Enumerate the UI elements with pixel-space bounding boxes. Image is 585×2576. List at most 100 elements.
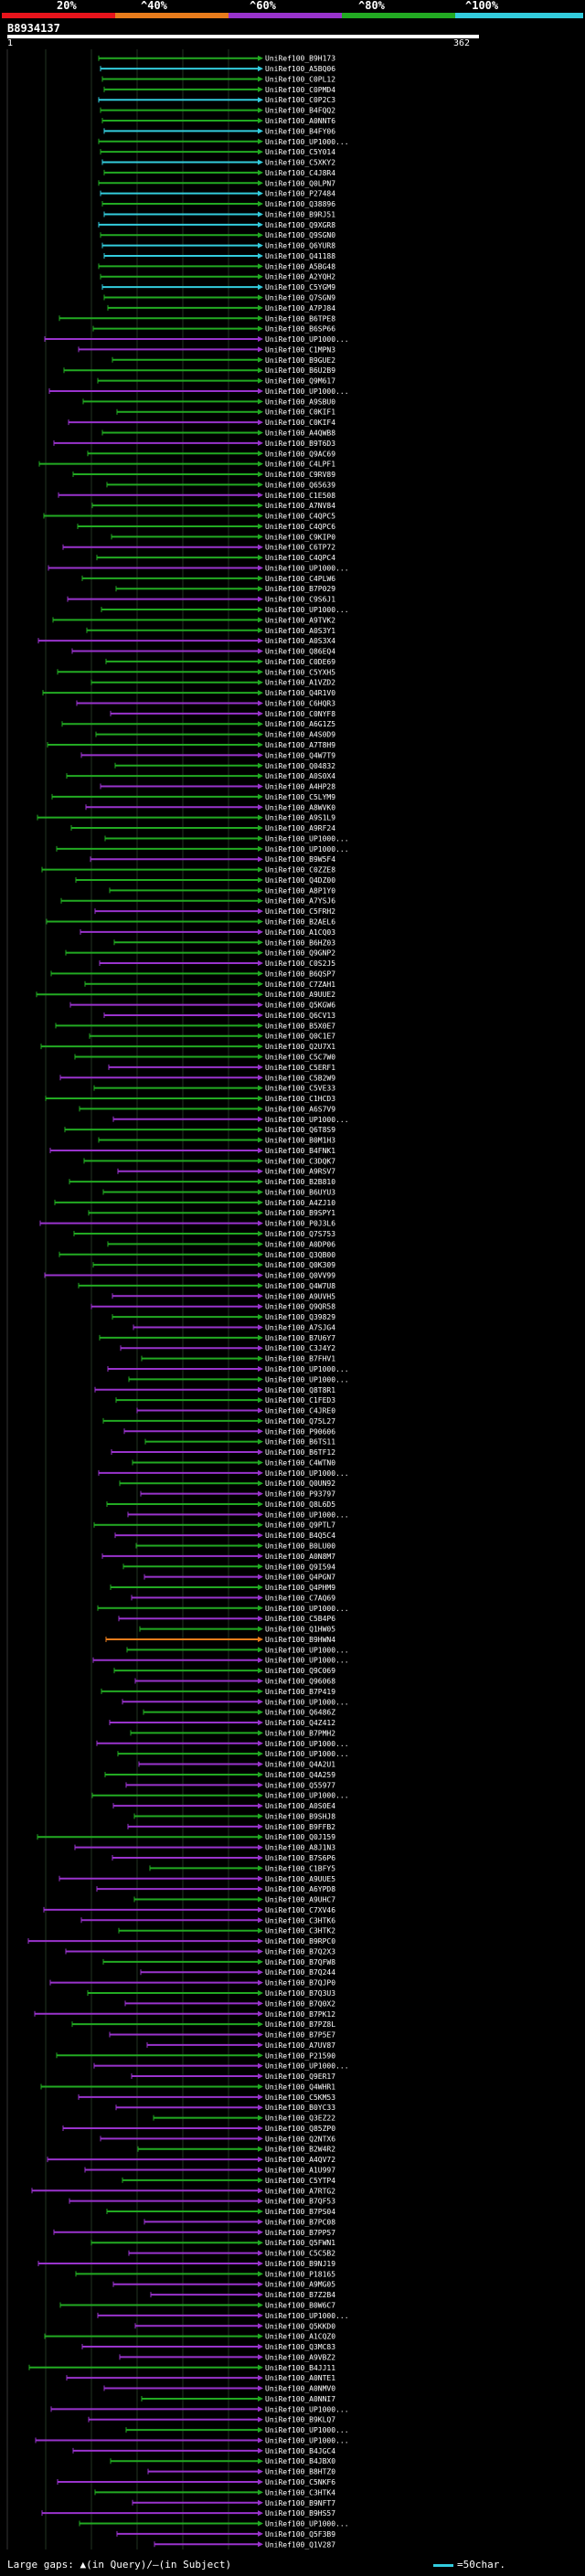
hit-label[interactable]: UniRef100_B0YC33	[265, 2104, 335, 2112]
hit-label[interactable]: UniRef100_C6TP72	[265, 544, 335, 552]
hit-label[interactable]: UniRef100_UP1000...	[265, 1698, 349, 1706]
hit-label[interactable]: UniRef100_P21590	[265, 2051, 335, 2060]
hit-label[interactable]: UniRef100_Q0UN92	[265, 1479, 335, 1488]
hit-label[interactable]: UniRef100_Q38896	[265, 200, 335, 208]
hit-label[interactable]: UniRef100_C0ZZE8	[265, 866, 335, 875]
hit-label[interactable]: UniRef100_C5YGM9	[265, 283, 335, 292]
hit-label[interactable]: UniRef100_C1FED3	[265, 1396, 335, 1405]
hit-label[interactable]: UniRef100_B9RJ51	[265, 210, 335, 218]
hit-label[interactable]: UniRef100_Q0K309	[265, 1261, 335, 1269]
hit-label[interactable]: UniRef100_C3HTK2	[265, 1927, 335, 1935]
hit-label[interactable]: UniRef100_B7PP57	[265, 2229, 335, 2237]
hit-label[interactable]: UniRef100_C0P2C3	[265, 96, 335, 104]
hit-label[interactable]: UniRef100_UP1000...	[265, 834, 349, 843]
hit-label[interactable]: UniRef100_C5LYM9	[265, 793, 335, 801]
hit-label[interactable]: UniRef100_A9RF24	[265, 824, 335, 832]
hit-label[interactable]: UniRef100_A9UUE5	[265, 1875, 335, 1883]
hit-label[interactable]: UniRef100_Q8T8R1	[265, 1386, 335, 1394]
hit-label[interactable]: UniRef100_C5C7W0	[265, 1053, 335, 1061]
hit-label[interactable]: UniRef100_UP1000...	[265, 1511, 349, 1519]
hit-label[interactable]: UniRef100_B4FNK1	[265, 1147, 335, 1155]
hit-label[interactable]: UniRef100_Q4Z412	[265, 1719, 335, 1727]
hit-label[interactable]: UniRef100_UP1000...	[265, 1657, 349, 1665]
hit-label[interactable]: UniRef100_Q41188	[265, 252, 335, 260]
hit-label[interactable]: UniRef100_B7P5E7	[265, 2031, 335, 2040]
hit-label[interactable]: UniRef100_A7SJG4	[265, 1323, 335, 1331]
hit-label[interactable]: UniRef100_UP1000...	[265, 1365, 349, 1373]
hit-label[interactable]: UniRef100_Q9M617	[265, 377, 335, 386]
hit-label[interactable]: UniRef100_UP1000...	[265, 606, 349, 614]
hit-label[interactable]: UniRef100_B6U2B9	[265, 366, 335, 375]
hit-label[interactable]: UniRef100_A0NTE1	[265, 2374, 335, 2382]
hit-label[interactable]: UniRef100_Q6CV13	[265, 1012, 335, 1020]
hit-label[interactable]: UniRef100_A1U997	[265, 2167, 335, 2175]
hit-label[interactable]: UniRef100_B7P029	[265, 585, 335, 593]
hit-label[interactable]: UniRef100_C3HTK4	[265, 2488, 335, 2496]
hit-label[interactable]: UniRef100_A9S1L9	[265, 814, 335, 822]
hit-label[interactable]: UniRef100_B6HZ03	[265, 938, 335, 947]
hit-label[interactable]: UniRef100_C9S6J1	[265, 596, 335, 604]
hit-label[interactable]: UniRef100_B0LU00	[265, 1542, 335, 1551]
hit-label[interactable]: UniRef100_Q9XGR8	[265, 221, 335, 229]
hit-label[interactable]: UniRef100_A5BQ06	[265, 65, 335, 73]
hit-label[interactable]: UniRef100_Q7S753	[265, 1230, 335, 1238]
hit-label[interactable]: UniRef100_Q55977	[265, 1781, 335, 1789]
hit-label[interactable]: UniRef100_B7QFW8	[265, 1958, 335, 1966]
hit-label[interactable]: UniRef100_C6HQR3	[265, 699, 335, 707]
hit-label[interactable]: UniRef100_A6S7V9	[265, 1105, 335, 1113]
hit-label[interactable]: UniRef100_C0KIF1	[265, 408, 335, 417]
hit-label[interactable]: UniRef100_A0S0E4	[265, 1802, 335, 1810]
hit-label[interactable]: UniRef100_B4JBX0	[265, 2457, 335, 2465]
hit-label[interactable]: UniRef100_C5YXH5	[265, 668, 335, 676]
hit-label[interactable]: UniRef100_UP1000...	[265, 845, 349, 853]
hit-label[interactable]: UniRef100_Q8L6D5	[265, 1500, 335, 1509]
hit-label[interactable]: UniRef100_Q7SGN9	[265, 294, 335, 302]
hit-label[interactable]: UniRef100_B7Q244	[265, 1968, 335, 1977]
hit-label[interactable]: UniRef100_P27484	[265, 190, 335, 198]
hit-label[interactable]: UniRef100_C3HTK6	[265, 1916, 335, 1924]
hit-label[interactable]: UniRef100_B0M1H3	[265, 1137, 335, 1145]
hit-label[interactable]: UniRef100_B7PC08	[265, 2218, 335, 2226]
hit-label[interactable]: UniRef100_B7PMH2	[265, 1729, 335, 1737]
hit-label[interactable]: UniRef100_Q4WHR1	[265, 2083, 335, 2091]
hit-label[interactable]: UniRef100_A9TVK2	[265, 616, 335, 624]
hit-label[interactable]: UniRef100_UP1000...	[265, 1750, 349, 1758]
hit-label[interactable]: UniRef100_P0J3L6	[265, 1220, 335, 1228]
hit-label[interactable]: UniRef100_B6TF12	[265, 1448, 335, 1457]
hit-label[interactable]: UniRef100_C0PMD4	[265, 86, 335, 94]
hit-label[interactable]: UniRef100_C4WTN0	[265, 1458, 335, 1467]
hit-label[interactable]: UniRef100_Q5KKD0	[265, 2322, 335, 2330]
hit-label[interactable]: UniRef100_A0S3Y1	[265, 627, 335, 635]
hit-label[interactable]: UniRef100_A9UHC7	[265, 1896, 335, 1904]
hit-label[interactable]: UniRef100_C5ERF1	[265, 1064, 335, 1072]
hit-label[interactable]: UniRef100_B9GUE2	[265, 356, 335, 365]
hit-label[interactable]: UniRef100_C1MPN3	[265, 345, 335, 354]
hit-label[interactable]: UniRef100_C5KM53	[265, 2094, 335, 2102]
hit-label[interactable]: UniRef100_UP1000...	[265, 387, 349, 396]
hit-label[interactable]: UniRef100_C7ZAH1	[265, 981, 335, 989]
hit-label[interactable]: UniRef100_B7S6P6	[265, 1854, 335, 1862]
hit-label[interactable]: UniRef100_B7QJP0	[265, 1979, 335, 1988]
hit-label[interactable]: UniRef100_UP1000...	[265, 138, 349, 146]
hit-label[interactable]: UniRef100_Q1HW05	[265, 1626, 335, 1634]
hit-label[interactable]: UniRef100_Q04832	[265, 762, 335, 770]
hit-label[interactable]: UniRef100_C4QPC5	[265, 513, 335, 521]
hit-label[interactable]: UniRef100_A0S3X4	[265, 637, 335, 645]
hit-label[interactable]: UniRef100_B4JGC4	[265, 2447, 335, 2455]
hit-label[interactable]: UniRef100_A0NNI7	[265, 2395, 335, 2403]
hit-label[interactable]: UniRef100_A7PJ84	[265, 304, 335, 313]
hit-label[interactable]: UniRef100_A0N8M7	[265, 1553, 335, 1561]
hit-label[interactable]: UniRef100_C4J8R4	[265, 169, 335, 177]
hit-label[interactable]: UniRef100_B4Q5C4	[265, 1532, 335, 1540]
hit-label[interactable]: UniRef100_A0NNT6	[265, 117, 335, 125]
hit-label[interactable]: UniRef100_A7NV84	[265, 502, 335, 510]
hit-label[interactable]: UniRef100_B0W6C7	[265, 2301, 335, 2309]
hit-label[interactable]: UniRef100_A7UV87	[265, 2041, 335, 2050]
hit-label[interactable]: UniRef100_C3DQK7	[265, 1157, 335, 1165]
hit-label[interactable]: UniRef100_C0DE69	[265, 658, 335, 666]
hit-label[interactable]: UniRef100_UP1000...	[265, 1605, 349, 1613]
hit-label[interactable]: UniRef100_B9SPY1	[265, 1209, 335, 1217]
hit-label[interactable]: UniRef100_A9UVH5	[265, 1292, 335, 1300]
hit-label[interactable]: UniRef100_C1E508	[265, 492, 335, 500]
hit-label[interactable]: UniRef100_Q4DZ00	[265, 876, 335, 885]
